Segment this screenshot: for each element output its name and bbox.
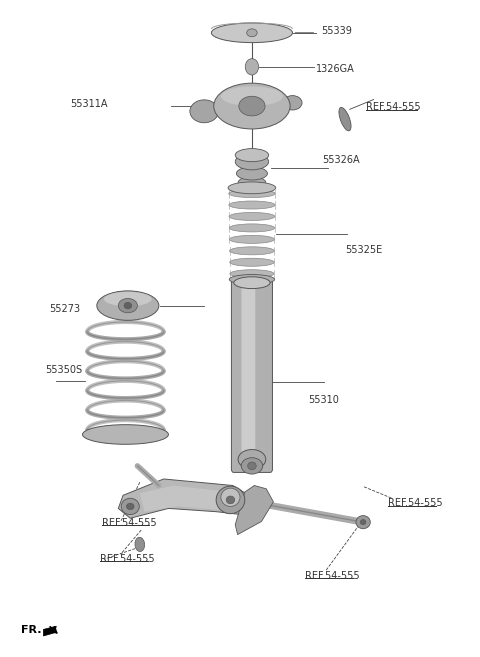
Text: REF.54-555: REF.54-555 [100, 554, 155, 564]
Ellipse shape [248, 462, 256, 470]
Text: REF.54-555: REF.54-555 [305, 571, 360, 581]
Ellipse shape [216, 486, 245, 514]
Ellipse shape [339, 108, 351, 131]
Ellipse shape [230, 270, 274, 278]
Polygon shape [235, 486, 274, 535]
Ellipse shape [229, 247, 274, 255]
Polygon shape [140, 486, 235, 512]
Ellipse shape [190, 100, 218, 123]
Ellipse shape [97, 291, 159, 321]
Ellipse shape [228, 182, 276, 194]
Ellipse shape [238, 449, 266, 469]
Ellipse shape [214, 83, 290, 129]
Ellipse shape [237, 167, 267, 180]
Ellipse shape [235, 154, 269, 170]
Text: 55325E: 55325E [345, 245, 382, 255]
Ellipse shape [121, 498, 139, 514]
FancyBboxPatch shape [241, 288, 255, 464]
Ellipse shape [283, 96, 302, 110]
Ellipse shape [104, 292, 152, 306]
Ellipse shape [229, 235, 275, 243]
Text: 55350S: 55350S [45, 365, 83, 374]
Ellipse shape [229, 201, 275, 209]
Text: FR.: FR. [22, 625, 42, 635]
Text: 55310: 55310 [308, 396, 339, 405]
Ellipse shape [245, 58, 259, 75]
Polygon shape [118, 479, 254, 518]
Ellipse shape [229, 224, 275, 232]
Ellipse shape [234, 277, 270, 288]
Ellipse shape [241, 458, 263, 474]
Ellipse shape [124, 302, 132, 309]
Ellipse shape [118, 298, 137, 313]
FancyBboxPatch shape [231, 279, 273, 472]
Ellipse shape [235, 148, 269, 162]
Text: 55273: 55273 [49, 304, 80, 314]
Text: REF.54-555: REF.54-555 [388, 498, 443, 508]
Ellipse shape [211, 23, 292, 43]
Ellipse shape [229, 275, 275, 284]
Ellipse shape [135, 537, 144, 551]
Ellipse shape [247, 29, 257, 37]
Ellipse shape [228, 190, 275, 198]
Text: REF.54-555: REF.54-555 [366, 102, 421, 112]
Ellipse shape [83, 424, 168, 444]
Text: 55311A: 55311A [71, 99, 108, 109]
Ellipse shape [226, 496, 235, 504]
Ellipse shape [126, 503, 134, 510]
Ellipse shape [221, 488, 240, 507]
Ellipse shape [238, 177, 266, 189]
Ellipse shape [356, 516, 370, 529]
Polygon shape [43, 626, 56, 636]
Ellipse shape [239, 97, 265, 116]
Ellipse shape [221, 87, 283, 106]
Ellipse shape [229, 212, 275, 221]
Ellipse shape [360, 520, 366, 525]
Text: 55339: 55339 [321, 26, 352, 36]
Ellipse shape [230, 258, 274, 266]
Text: 55326A: 55326A [322, 154, 360, 165]
Text: 1326GA: 1326GA [316, 64, 355, 74]
Text: REF.54-555: REF.54-555 [102, 518, 156, 528]
